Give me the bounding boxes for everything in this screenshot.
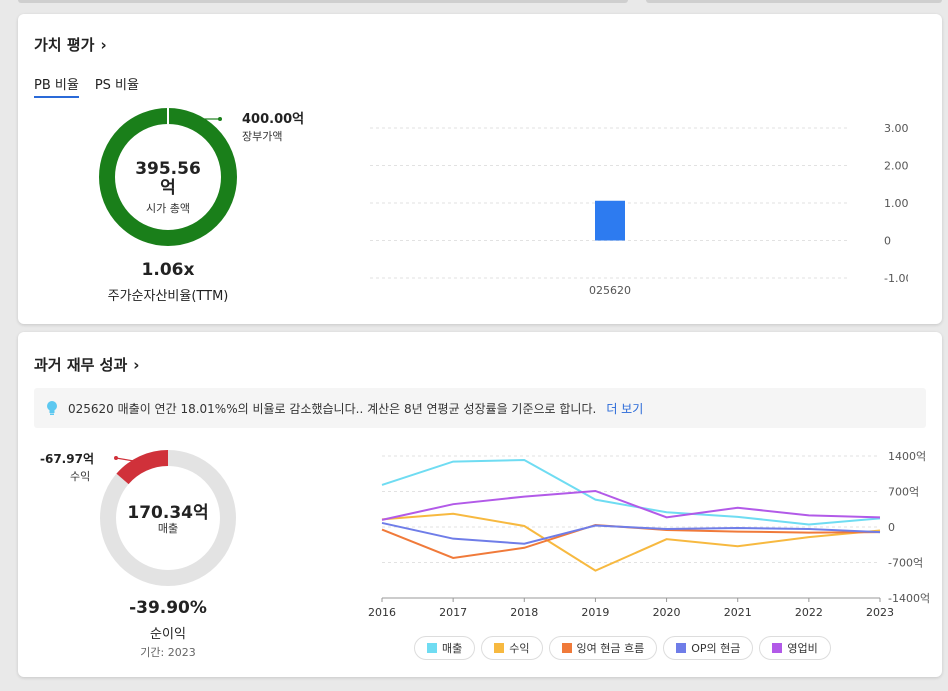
top-edge: [646, 0, 942, 3]
valuation-card: 가치 평가 › PB 비율 PS 비율 395.56 억 시가 총액 400.0…: [18, 14, 942, 324]
donut-callout-dot: [114, 456, 118, 460]
x-tick-label: 2017: [439, 606, 467, 619]
series-line[interactable]: [381, 459, 881, 526]
x-tick-label: 2020: [653, 606, 681, 619]
x-tick-label: 2016: [368, 606, 396, 619]
market-cap-donut: [99, 108, 237, 246]
valuation-title: 가치 평가: [34, 36, 95, 54]
see-more-link[interactable]: 더 보기: [606, 401, 644, 416]
series-line[interactable]: [381, 512, 881, 572]
net-income-value: -67.97억: [40, 452, 94, 466]
top-edge: [18, 0, 628, 3]
book-value-label: 장부가액: [242, 130, 283, 143]
legend-item[interactable]: 매출: [414, 636, 476, 660]
x-tick-label: 2022: [795, 606, 823, 619]
series-line[interactable]: [381, 489, 881, 521]
chart-legend: 매출 수익 잉여 현금 흐름 OP의 현금 영업비: [414, 636, 831, 660]
y-tick-label: -1400억: [888, 592, 930, 605]
growth-banner: 025620 매출이 연간 18.01%%의 비율로 감소했습니다.. 계산은 …: [34, 388, 926, 428]
x-tick-label: 025620: [589, 284, 631, 297]
pb-ratio-value: 1.06x: [141, 260, 195, 280]
lightbulb-icon: [47, 401, 57, 415]
financials-line-chart: 1400억 700억 0 -700억 -1400억 2016 2017 2018 2019 202…: [368, 450, 930, 619]
legend-label: 잉여 현금 흐름: [576, 642, 645, 655]
y-tick-label: 0: [888, 521, 895, 534]
x-tick-label: 2023: [866, 606, 894, 619]
chevron-right-icon: ›: [100, 35, 107, 54]
legend-label: OP의 현금: [691, 642, 741, 655]
tab-ps-ratio[interactable]: PS 비율: [94, 78, 139, 93]
x-tick-label: 2019: [581, 606, 609, 619]
y-tick-label: 1400억: [888, 450, 926, 463]
legend-label: 영업비: [787, 642, 818, 655]
legend-item[interactable]: 영업비: [759, 636, 831, 660]
net-income-label: 수익: [70, 470, 91, 483]
ratio-tabs: PB 비율 PS 비율: [34, 74, 139, 98]
y-tick-label: 2.00: [884, 160, 908, 173]
period-label: 기간: 2023: [140, 646, 196, 659]
market-cap-value: 395.56 억: [128, 160, 208, 198]
pb-ratio-label: 주가순자산비율(TTM): [107, 289, 229, 304]
y-tick-label: -1.00: [884, 272, 908, 285]
series-line[interactable]: [381, 521, 881, 545]
market-cap-unit: 억: [160, 178, 176, 198]
donut-callout-line: [115, 457, 141, 463]
pb-bar-chart: 3.00 2.00 1.00 0 -1.00 025620: [370, 122, 908, 297]
loss-arc: [116, 450, 169, 485]
growth-banner-text: 025620 매출이 연간 18.01%%의 비율로 감소했습니다.. 계산은 …: [68, 401, 597, 416]
legend-item[interactable]: OP의 현금: [663, 636, 754, 660]
revenue-donut: [100, 450, 236, 586]
financials-card: 과거 재무 성과 › 025620 매출이 연간 18.01%%의 비율로 감소…: [18, 332, 942, 677]
y-tick-label: 3.00: [884, 122, 908, 135]
book-value: 400.00억: [242, 112, 305, 127]
financials-title-link[interactable]: 과거 재무 성과 ›: [34, 354, 139, 375]
x-tick-label: 2018: [510, 606, 538, 619]
financials-title: 과거 재무 성과: [34, 356, 128, 374]
legend-swatch: [561, 643, 572, 653]
y-tick-label: 700억: [888, 486, 919, 499]
legend-label: 수익: [509, 642, 530, 655]
y-tick-label: 0: [884, 235, 891, 248]
legend-swatch: [676, 643, 687, 653]
market-cap-number: 395.56: [135, 159, 201, 179]
pb-bar[interactable]: [595, 200, 625, 241]
donut-callout-dot: [218, 117, 222, 121]
legend-item[interactable]: 잉여 현금 흐름: [548, 636, 658, 660]
valuation-title-link[interactable]: 가치 평가 ›: [34, 34, 107, 55]
legend-swatch: [772, 643, 783, 653]
x-tick-label: 2021: [724, 606, 752, 619]
y-tick-label: -700억: [888, 557, 923, 570]
legend-item[interactable]: 수익: [481, 636, 543, 660]
tab-pb-ratio[interactable]: PB 비율: [34, 74, 79, 98]
chevron-right-icon: ›: [133, 355, 140, 374]
y-tick-label: 1.00: [884, 197, 908, 210]
net-margin-value: -39.90%: [129, 598, 207, 618]
legend-label: 매출: [442, 642, 463, 655]
market-cap-label: 시가 총액: [146, 202, 190, 215]
revenue-value: 170.34억: [127, 503, 209, 523]
legend-swatch: [494, 643, 505, 653]
revenue-label: 매출: [157, 522, 179, 535]
legend-swatch: [427, 643, 437, 653]
net-margin-label: 순이익: [150, 627, 186, 642]
